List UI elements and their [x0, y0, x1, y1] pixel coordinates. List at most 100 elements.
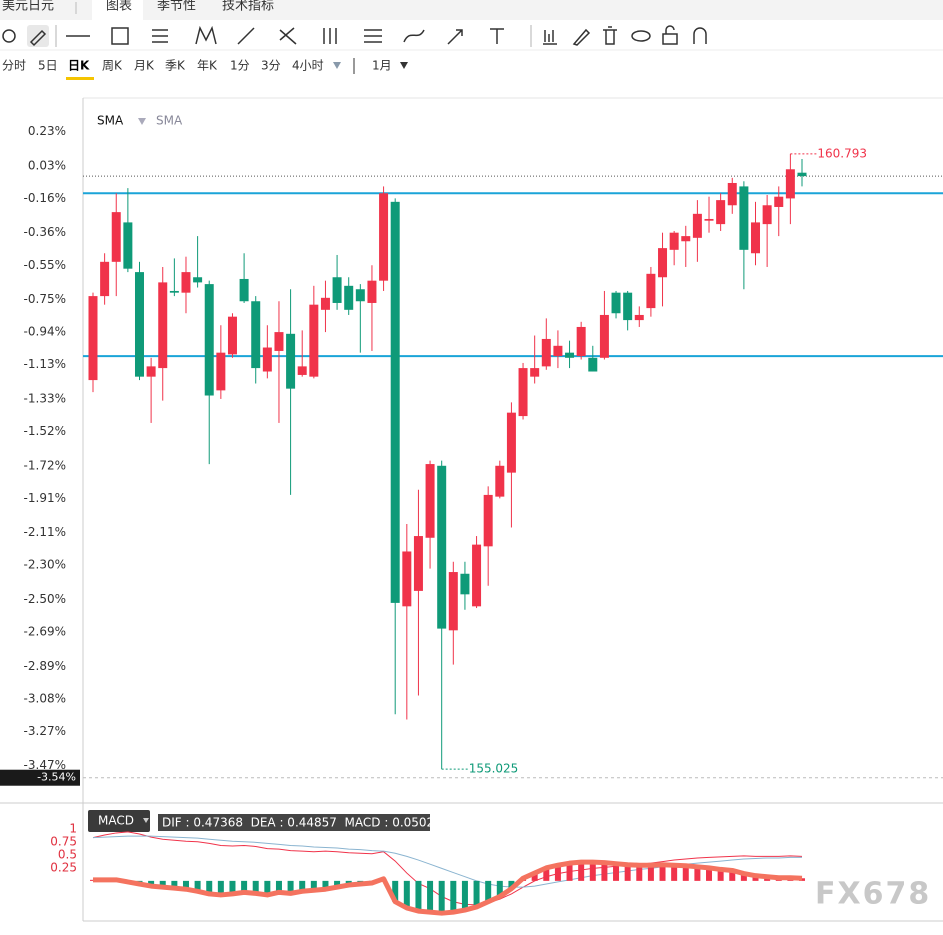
candle-body	[472, 544, 482, 607]
macd-bar	[799, 878, 805, 881]
macd-bar	[740, 873, 747, 881]
candle-body	[727, 182, 737, 206]
macd-bar	[392, 880, 399, 902]
period-more[interactable]	[333, 62, 341, 69]
candle-body	[309, 304, 319, 377]
y-tick-label: 0.25	[50, 860, 77, 874]
macd-bar	[578, 862, 585, 881]
legend-entry[interactable]: SMA	[97, 114, 124, 128]
period[interactable]: 4小时	[292, 59, 324, 73]
macd-bar	[275, 880, 282, 893]
range-more[interactable]	[400, 62, 408, 69]
macd-bar	[601, 862, 608, 881]
tool-icon[interactable]	[323, 28, 337, 44]
candle-body	[437, 465, 447, 629]
candle-body	[88, 296, 98, 381]
tool-icon[interactable]	[572, 28, 591, 46]
period[interactable]: 5日	[38, 59, 58, 73]
watermark: FX678	[815, 877, 931, 912]
period[interactable]: 日K	[68, 59, 90, 73]
macd-bar	[613, 863, 620, 881]
macd-bar	[636, 865, 643, 881]
macd-bar	[217, 880, 224, 895]
tool-icon[interactable]	[279, 27, 297, 45]
candle-body	[774, 196, 784, 207]
candle-body	[681, 236, 691, 242]
y-tick-label: 1	[69, 821, 77, 835]
candle-body	[518, 368, 528, 417]
tool-icon[interactable]	[631, 30, 651, 42]
min-label: 155.025	[469, 762, 519, 776]
legend-toggle[interactable]	[138, 118, 146, 125]
candle-body	[634, 314, 644, 321]
tool-icon[interactable]	[662, 33, 678, 45]
y-tick-label: -3.27%	[24, 724, 66, 738]
tool-icon[interactable]	[29, 29, 47, 47]
tool-icon[interactable]	[447, 29, 463, 45]
tool-icon[interactable]	[693, 27, 707, 44]
tab[interactable]: 季节性	[157, 0, 196, 14]
macd-bar	[729, 870, 736, 881]
macd-bar	[171, 880, 178, 889]
y-tick-label: -0.75%	[24, 292, 66, 306]
period[interactable]: 季K	[165, 59, 186, 73]
candle-body	[716, 200, 726, 225]
y-tick-label: -1.33%	[24, 391, 66, 405]
candle-body	[541, 338, 551, 367]
period[interactable]: 1分	[230, 59, 250, 73]
active-period-underline	[66, 77, 94, 80]
macd-bar	[252, 880, 259, 894]
candle-body	[669, 232, 679, 250]
candle-body	[146, 366, 156, 377]
tool-icon[interactable]	[543, 30, 557, 45]
period[interactable]: 分时	[2, 59, 26, 73]
y-tick-label: 0.75	[50, 834, 77, 848]
candle-body	[181, 272, 191, 293]
tool-icon[interactable]	[403, 29, 425, 43]
macd-dropdown[interactable]	[143, 818, 149, 823]
candle-body	[158, 282, 168, 369]
period[interactable]: 年K	[197, 59, 218, 73]
candle-body	[227, 316, 237, 355]
candle-body	[565, 352, 575, 358]
tool-icon[interactable]	[603, 26, 617, 45]
period[interactable]: 周K	[102, 59, 123, 73]
tool-icon[interactable]	[152, 29, 168, 43]
range[interactable]: 1月	[372, 59, 392, 73]
tool-icon[interactable]	[111, 27, 129, 45]
candle-body	[204, 284, 214, 396]
macd-bar	[450, 880, 457, 913]
active-tab-bg	[92, 0, 143, 20]
macd-bar	[334, 880, 341, 888]
tool-icon[interactable]	[237, 27, 255, 45]
y-tick-label: -0.36%	[24, 225, 66, 239]
candle-body	[739, 186, 749, 250]
y-tick-label: -3.47%	[24, 758, 66, 772]
candle-body	[379, 193, 389, 281]
tool-icon[interactable]	[364, 29, 382, 43]
macd-button[interactable]	[88, 810, 150, 832]
macd-bar	[543, 867, 550, 881]
y-tick-label: -0.16%	[24, 191, 66, 205]
y-tick-label: -2.11%	[24, 525, 66, 539]
candle-body	[216, 352, 226, 391]
y-tick-label: -0.94%	[24, 325, 66, 339]
tool-icon[interactable]	[490, 28, 504, 44]
macd-bar	[229, 880, 236, 894]
tab[interactable]: 美元日元	[2, 0, 54, 14]
legend-entry[interactable]: SMA	[156, 114, 183, 128]
indicator-name[interactable]: MACD	[98, 814, 134, 828]
tool-icon[interactable]	[665, 25, 675, 34]
period[interactable]: 3分	[261, 59, 281, 73]
marker-label: -3.54%	[37, 771, 76, 784]
period[interactable]: 月K	[134, 59, 155, 73]
macd-bar	[589, 862, 596, 881]
candle-body	[599, 314, 609, 358]
tab[interactable]: 图表	[106, 0, 132, 14]
candle-body	[588, 357, 598, 372]
macd-bar	[182, 880, 189, 890]
tab[interactable]: 技术指标	[222, 0, 274, 14]
tool-icon[interactable]	[195, 25, 217, 45]
tool-icon[interactable]	[2, 29, 16, 43]
